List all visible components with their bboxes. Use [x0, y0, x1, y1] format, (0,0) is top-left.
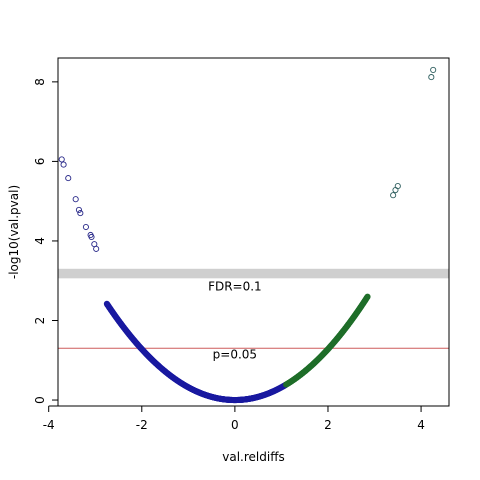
- y-tick-label: 2: [33, 317, 47, 325]
- data-point: [65, 175, 72, 182]
- annotation-fdr: FDR=0.1: [208, 280, 262, 294]
- data-point: [82, 223, 89, 231]
- x-axis-label: val.reldiffs: [222, 450, 284, 464]
- data-point: [77, 210, 84, 217]
- x-tick-label: -2: [136, 418, 148, 432]
- data-point: [88, 233, 95, 241]
- data-point: [75, 206, 82, 213]
- data-point: [430, 66, 437, 73]
- x-tick-label: 4: [417, 418, 425, 432]
- y-axis: 0 2 4 6 8: [33, 78, 59, 404]
- y-tick-label: 6: [33, 158, 47, 166]
- data-point: [390, 192, 397, 199]
- data-point: [364, 293, 371, 300]
- data-point: [72, 196, 79, 203]
- data-point: [58, 156, 65, 163]
- x-tick-label: 0: [231, 418, 239, 432]
- y-tick-label: 4: [33, 237, 47, 245]
- points-layer: [58, 66, 437, 404]
- y-axis-label: -log10(val.pval): [7, 185, 21, 279]
- annotation-p005: p=0.05: [213, 347, 257, 361]
- x-axis: -4 -2 0 2 4: [43, 405, 425, 432]
- band-layer: [58, 268, 449, 279]
- x-tick-label: -4: [43, 418, 55, 432]
- fdr-band: [58, 268, 449, 279]
- data-point: [93, 245, 100, 252]
- data-point: [428, 74, 435, 81]
- data-point: [60, 161, 67, 168]
- y-tick-label: 8: [33, 78, 47, 86]
- y-tick-label: 0: [33, 396, 47, 404]
- data-point: [394, 183, 401, 190]
- x-tick-label: 2: [324, 418, 332, 432]
